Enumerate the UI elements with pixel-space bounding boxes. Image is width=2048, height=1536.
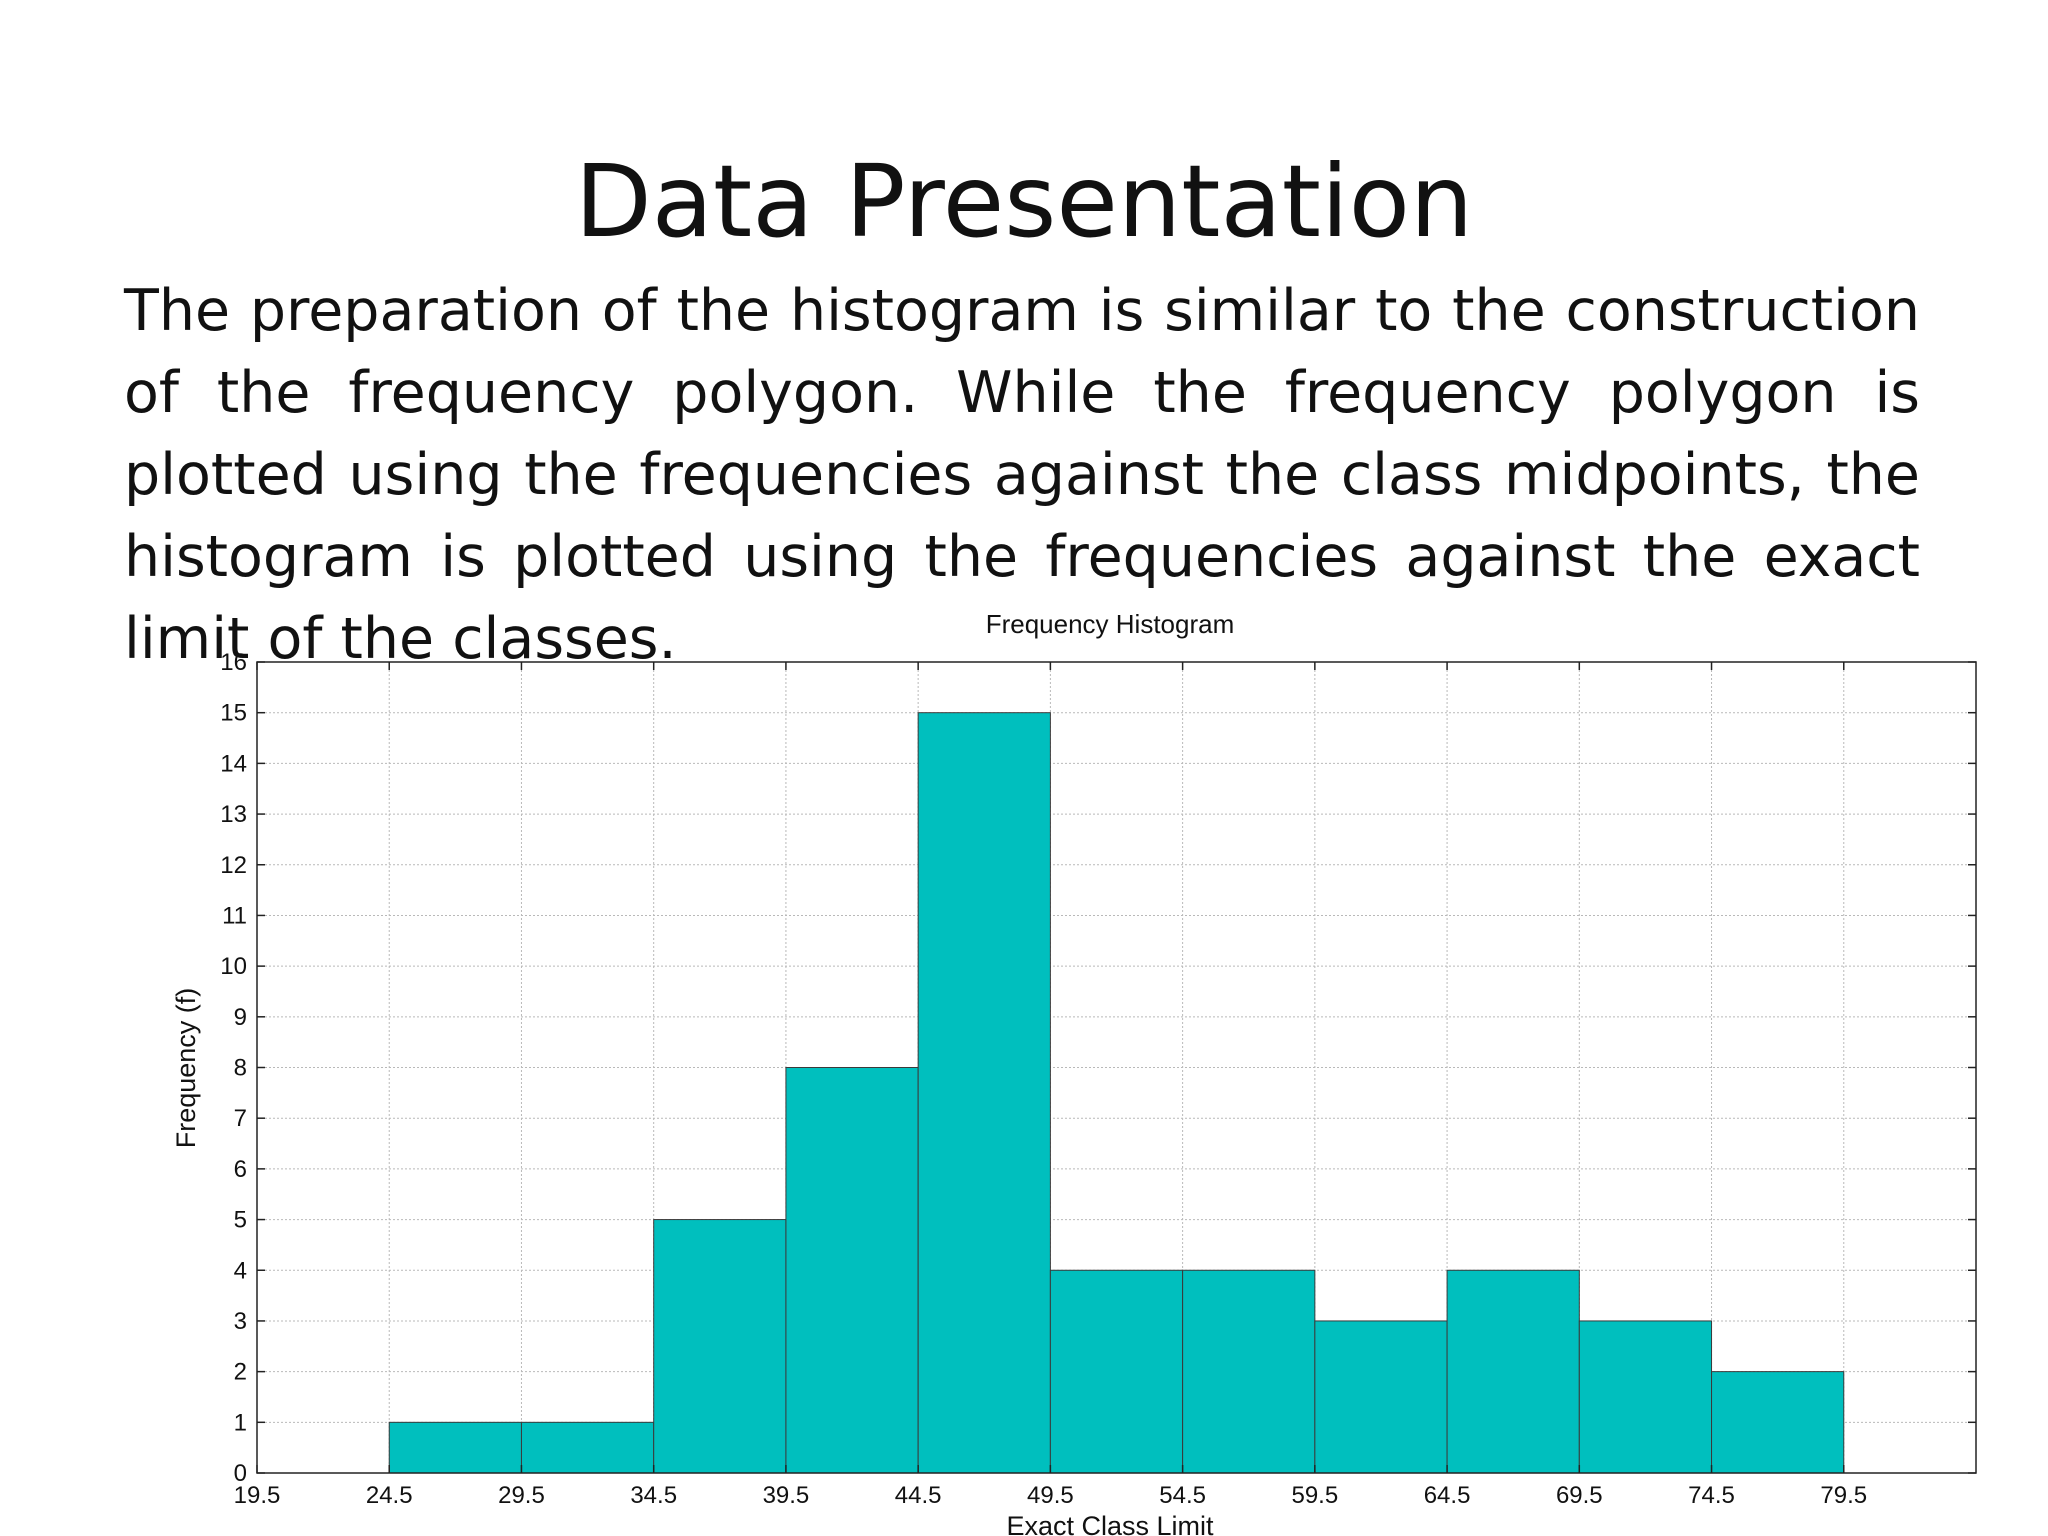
x-tick-label: 44.5 (895, 1482, 942, 1509)
slide-title: Data Presentation (574, 143, 1474, 260)
x-tick-label: 39.5 (763, 1482, 810, 1509)
tick-label-layer: 19.5 24.5 29.5 34.5 39.5 44.5 49.5 54.5 59.5 64.5… (220, 649, 1867, 1509)
histogram-bar (1049, 1269, 1184, 1474)
y-tick-label: 1 (234, 1409, 247, 1436)
y-tick-label: 13 (220, 801, 247, 828)
y-tick-label: 12 (220, 852, 247, 879)
bar-layer (388, 712, 1845, 1474)
histogram-bar (1446, 1269, 1580, 1474)
slide-body-text: The preparation of the histogram is simi… (124, 278, 1920, 672)
x-tick-label: 49.5 (1027, 1482, 1074, 1509)
y-tick-label: 11 (222, 902, 247, 929)
x-tick-label: 74.5 (1688, 1482, 1735, 1509)
x-tick-label: 34.5 (630, 1482, 677, 1509)
histogram-bar (653, 1219, 787, 1474)
x-tick-label: 54.5 (1159, 1482, 1206, 1509)
x-tick-label: 24.5 (366, 1482, 413, 1509)
y-tick-label: 9 (234, 1004, 247, 1031)
y-tick-label: 2 (234, 1359, 247, 1386)
x-axis-label: Exact Class Limit (1006, 1511, 1214, 1536)
histogram-bar (785, 1067, 919, 1474)
y-tick-label: 10 (220, 953, 247, 980)
histogram-bar (1314, 1320, 1448, 1474)
histogram-bar (1182, 1269, 1316, 1474)
y-tick-label: 8 (234, 1055, 247, 1082)
x-tick-label: 64.5 (1424, 1482, 1471, 1509)
x-tick-label: 69.5 (1556, 1482, 1603, 1509)
histogram-bar (388, 1421, 522, 1474)
x-tick-label: 29.5 (498, 1482, 545, 1509)
x-tick-label: 19.5 (234, 1482, 281, 1509)
y-tick-label: 14 (220, 750, 247, 777)
y-tick-label: 7 (234, 1105, 247, 1132)
y-tick-label: 4 (234, 1257, 247, 1284)
y-axis-label: Frequency (f) (171, 988, 201, 1149)
y-tick-label: 3 (234, 1308, 247, 1335)
y-tick-label: 5 (234, 1207, 247, 1234)
y-tick-label: 0 (234, 1460, 247, 1487)
y-tick-label: 16 (220, 649, 247, 676)
histogram-bar (1578, 1320, 1713, 1474)
axis-layer (256, 661, 1977, 1474)
y-tick-label: 15 (220, 700, 247, 727)
histogram-bar (520, 1421, 655, 1474)
y-tick-label: 6 (234, 1156, 247, 1183)
x-tick-label: 59.5 (1291, 1482, 1338, 1509)
histogram-bar (1711, 1371, 1845, 1474)
chart-title: Frequency Histogram (986, 609, 1235, 639)
x-tick-label: 79.5 (1820, 1482, 1867, 1509)
histogram-bar (917, 712, 1051, 1474)
